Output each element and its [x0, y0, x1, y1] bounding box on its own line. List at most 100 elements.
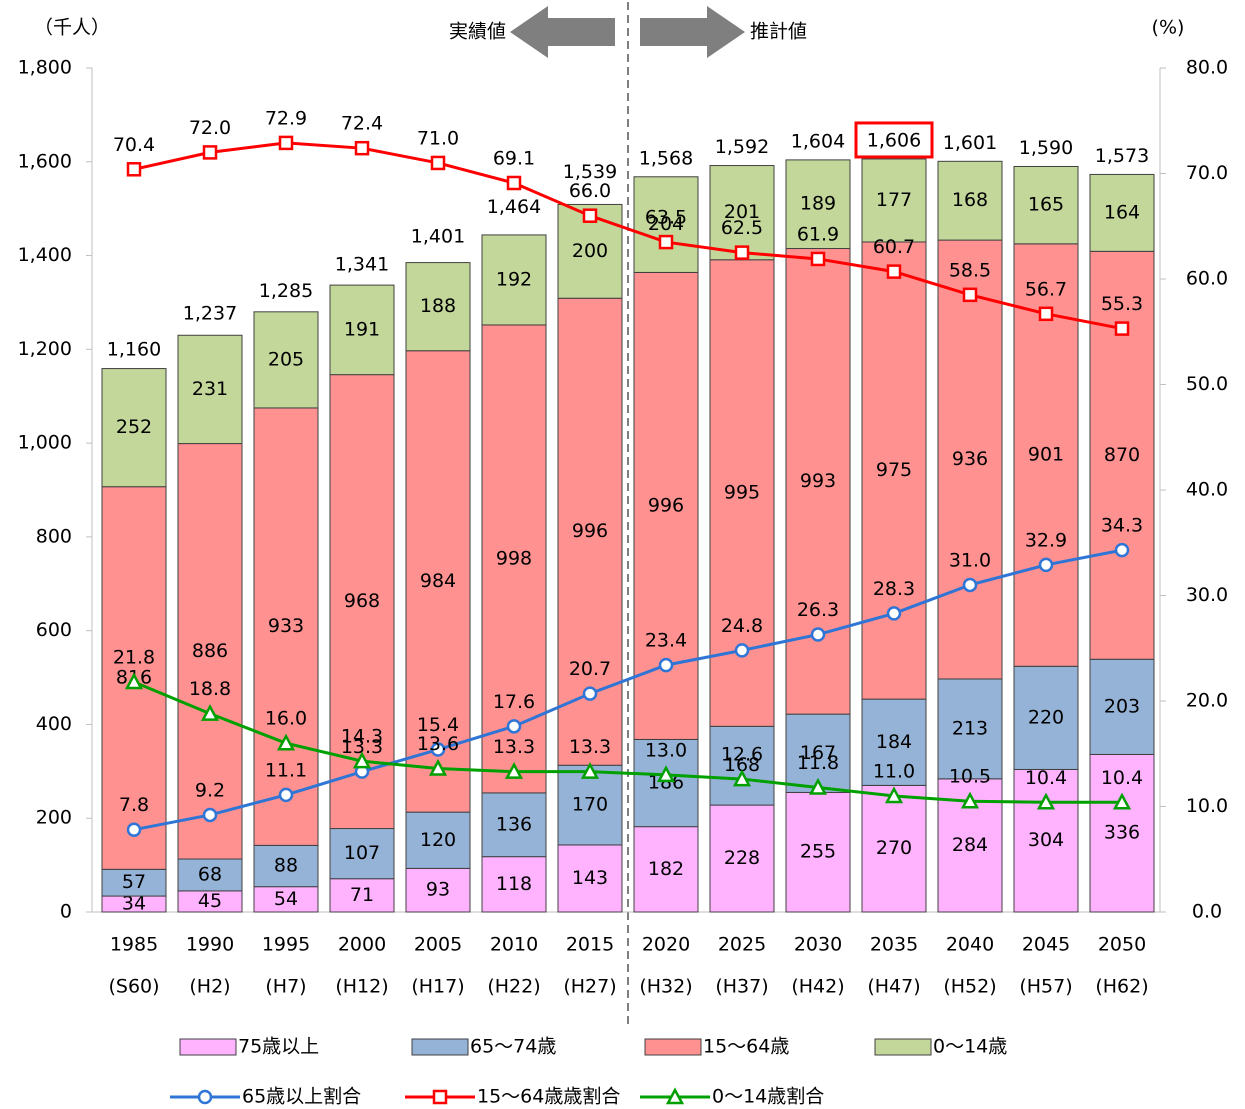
- marker: [960, 791, 980, 809]
- bar-label: 192: [496, 268, 532, 290]
- x-tick-sublabel: (H47): [867, 976, 920, 998]
- bar-label: 188: [420, 295, 456, 317]
- bar-label: 984: [420, 570, 456, 592]
- legend-label: 65～74歳: [470, 1036, 556, 1058]
- marker: [886, 264, 902, 279]
- line-label: 14.3: [341, 726, 383, 748]
- line-label: 12.6: [721, 744, 763, 766]
- bar-label: 189: [800, 193, 836, 215]
- bar-segment: [177, 334, 243, 445]
- marker: [124, 672, 144, 690]
- line-label: 18.8: [189, 678, 231, 700]
- marker: [658, 657, 674, 673]
- line-label: 72.9: [265, 107, 307, 129]
- bar-label: 201: [724, 201, 760, 223]
- bar-label: 191: [344, 318, 380, 340]
- x-tick-label: 2015: [566, 934, 614, 956]
- y-unit-label: （千人）: [34, 17, 110, 39]
- y2-tick-label: 20.0: [1186, 690, 1228, 712]
- legend-swatch: [644, 1038, 702, 1056]
- bar-segment: [557, 844, 623, 913]
- bar-segment: [481, 234, 547, 326]
- line-label: 11.1: [265, 759, 307, 781]
- marker: [1112, 792, 1132, 810]
- bar-segment: [861, 241, 927, 700]
- line-label: 13.3: [341, 736, 383, 758]
- legend-label: 15～64歳: [703, 1036, 789, 1058]
- line-label: 15.4: [417, 714, 459, 736]
- line-label: 24.8: [721, 615, 763, 637]
- x-tick-sublabel: (H22): [487, 976, 540, 998]
- line-label: 28.3: [873, 578, 915, 600]
- x-tick-sublabel: (H27): [563, 976, 616, 998]
- bar-segment: [253, 844, 319, 888]
- bar-label: 45: [198, 890, 222, 912]
- x-tick-label: 2045: [1022, 934, 1070, 956]
- legend-label: 15～64歳歳割合: [477, 1086, 620, 1108]
- bar-label: 204: [648, 213, 684, 235]
- bar-segment: [253, 407, 319, 846]
- x-tick-label: 1990: [186, 934, 234, 956]
- line-label: 13.3: [493, 736, 535, 758]
- legend-label: 75歳以上: [238, 1036, 319, 1058]
- marker: [734, 643, 750, 658]
- line-label: 23.4: [645, 630, 687, 652]
- total-label: 1,568: [639, 147, 693, 169]
- line-label: 60.7: [873, 236, 915, 258]
- total-label: 1,592: [715, 136, 769, 158]
- total-label: 1,464: [487, 196, 541, 218]
- marker: [202, 145, 218, 160]
- line-label: 11.8: [797, 752, 839, 774]
- line-label: 56.7: [1025, 278, 1067, 300]
- x-tick-sublabel: (H62): [1095, 976, 1148, 998]
- bar-label: 968: [344, 590, 380, 612]
- bar-segment: [861, 698, 927, 786]
- x-tick-sublabel: (H17): [411, 976, 464, 998]
- total-label: 1,601: [943, 132, 997, 154]
- bar-label: 336: [1104, 822, 1140, 844]
- x-tick-sublabel: (H7): [265, 976, 306, 998]
- bar-label: 186: [648, 772, 684, 794]
- line-label: 9.2: [195, 779, 225, 801]
- x-tick-label: 2030: [794, 934, 842, 956]
- y2-tick-label: 50.0: [1186, 373, 1228, 395]
- marker: [962, 577, 978, 593]
- bar-segment: [1013, 165, 1079, 245]
- total-label: 1,604: [791, 130, 845, 152]
- bar-label: 200: [572, 240, 608, 262]
- total-label: 1,285: [259, 280, 313, 302]
- marker: [656, 765, 676, 783]
- bar-segment: [177, 858, 243, 892]
- bar-segment: [1089, 753, 1155, 913]
- marker: [278, 787, 294, 803]
- annotation: 実績値: [449, 21, 506, 43]
- y-tick-label: 1,600: [18, 150, 72, 172]
- bar-label: 120: [420, 829, 456, 851]
- line-label: 31.0: [949, 549, 991, 571]
- bar-segment: [785, 791, 851, 913]
- bar-label: 170: [572, 794, 608, 816]
- x-tick-sublabel: (H12): [335, 976, 388, 998]
- legend-swatch: [874, 1038, 932, 1056]
- legend-swatch: [411, 1038, 469, 1056]
- y-tick-label: 1,400: [18, 244, 72, 266]
- bar-label: 933: [268, 615, 304, 637]
- marker: [734, 245, 750, 260]
- bar-segment: [481, 856, 547, 913]
- bar-label: 901: [1028, 444, 1064, 466]
- marker: [430, 155, 446, 171]
- marker: [200, 704, 220, 721]
- bar-label: 886: [192, 640, 228, 662]
- marker: [732, 769, 752, 787]
- bar-label: 88: [274, 855, 298, 877]
- line: [133, 548, 1123, 832]
- x-tick-label: 2040: [946, 934, 994, 956]
- marker: [126, 822, 142, 837]
- bar-segment: [1089, 250, 1155, 660]
- y2-tick-label: 60.0: [1186, 268, 1228, 290]
- bar-segment: [101, 368, 167, 488]
- bar-label: 93: [426, 879, 450, 901]
- x-tick-sublabel: (H52): [943, 976, 996, 998]
- bar-segment: [481, 792, 547, 858]
- bar-label: 71: [350, 884, 374, 906]
